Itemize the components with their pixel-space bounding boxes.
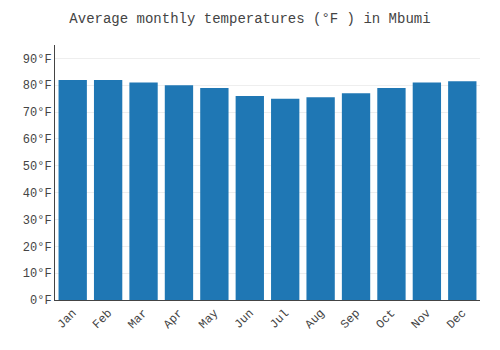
svg-text:Jan: Jan bbox=[55, 307, 80, 332]
svg-text:0°F: 0°F bbox=[30, 294, 52, 308]
svg-text:May: May bbox=[196, 307, 221, 332]
svg-text:20°F: 20°F bbox=[23, 241, 52, 255]
svg-text:10°F: 10°F bbox=[23, 267, 52, 281]
svg-text:Feb: Feb bbox=[90, 307, 115, 332]
svg-text:90°F: 90°F bbox=[23, 53, 52, 67]
svg-text:50°F: 50°F bbox=[23, 160, 52, 174]
svg-text:Nov: Nov bbox=[409, 307, 434, 332]
svg-text:Dec: Dec bbox=[444, 307, 469, 332]
svg-text:Sep: Sep bbox=[338, 307, 363, 332]
svg-text:80°F: 80°F bbox=[23, 79, 52, 93]
svg-text:Average monthly temperatures (: Average monthly temperatures (°F ) in Mb… bbox=[69, 11, 430, 27]
svg-text:30°F: 30°F bbox=[23, 214, 52, 228]
svg-text:Oct: Oct bbox=[373, 307, 398, 332]
svg-text:40°F: 40°F bbox=[23, 187, 52, 201]
svg-text:70°F: 70°F bbox=[23, 106, 52, 120]
svg-text:Apr: Apr bbox=[161, 307, 186, 332]
svg-text:60°F: 60°F bbox=[23, 133, 52, 147]
svg-text:Jun: Jun bbox=[232, 307, 257, 332]
svg-text:Aug: Aug bbox=[303, 307, 328, 332]
svg-text:Mar: Mar bbox=[125, 307, 150, 332]
svg-text:Jul: Jul bbox=[267, 307, 292, 332]
